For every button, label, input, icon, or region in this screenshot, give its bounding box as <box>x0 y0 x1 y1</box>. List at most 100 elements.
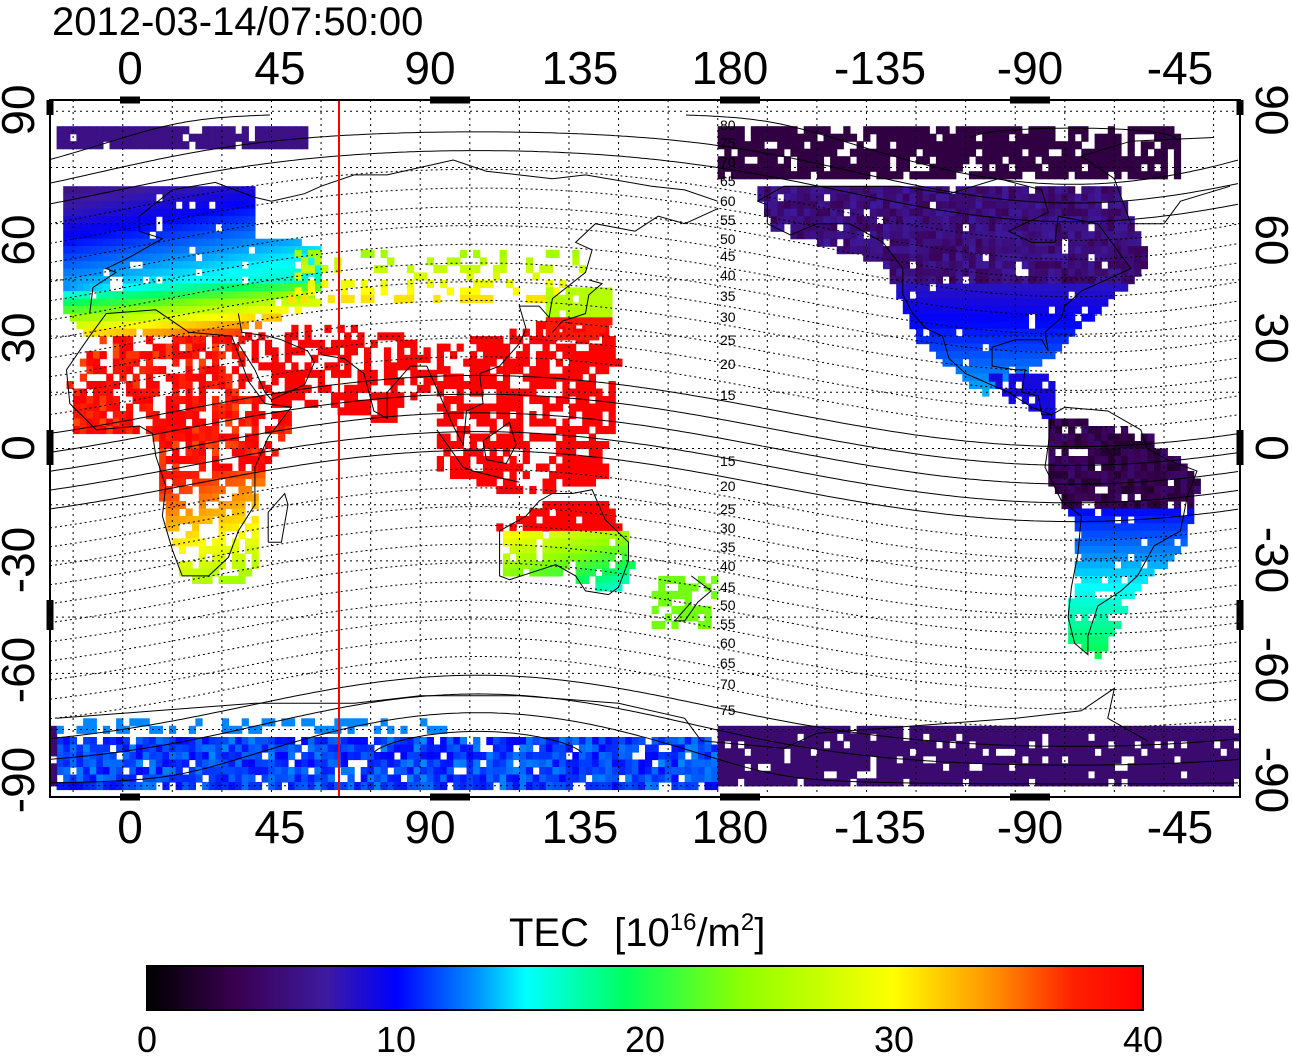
tec-data-cells <box>50 126 1240 791</box>
tec-cell <box>509 336 517 345</box>
tec-cell <box>876 193 884 202</box>
tec-cell <box>1193 733 1201 742</box>
tec-cell <box>188 291 196 300</box>
tec-cell <box>922 306 930 315</box>
tec-cell <box>109 759 117 768</box>
tec-cell <box>1068 426 1076 435</box>
tec-cell <box>89 208 97 217</box>
tec-cell <box>231 545 239 554</box>
tec-cell <box>1134 456 1142 465</box>
tec-cell <box>532 272 540 281</box>
tec-cell <box>387 759 395 768</box>
tec-cell <box>228 141 236 150</box>
tec-cell <box>1008 755 1016 764</box>
tec-cell <box>142 141 150 150</box>
tec-cell <box>916 261 924 270</box>
tec-cell <box>602 441 610 450</box>
tec-cell <box>185 486 193 495</box>
tec-cell <box>516 351 524 360</box>
tec-cell <box>1213 763 1221 772</box>
tec-cell <box>1101 231 1109 240</box>
tec-cell <box>578 752 587 761</box>
tec-cell <box>1094 171 1102 180</box>
tec-cell <box>1068 418 1076 427</box>
tec-cell <box>188 223 196 232</box>
tec-cell <box>1081 763 1089 772</box>
tec-cell <box>390 399 398 408</box>
tec-cell <box>1015 763 1023 772</box>
tec-cell <box>202 276 210 285</box>
tec-cell <box>284 384 292 393</box>
tec-cell <box>1081 538 1089 547</box>
tec-cell <box>995 778 1003 787</box>
tec-cell <box>955 321 963 330</box>
tec-cell <box>459 287 468 296</box>
tec-cell <box>1101 605 1109 614</box>
tec-cell <box>889 725 897 734</box>
tec-cell <box>1121 463 1129 472</box>
tec-cell <box>1101 171 1109 180</box>
tec-cell <box>949 148 957 157</box>
tec-cell <box>856 223 864 232</box>
tec-cell <box>159 456 167 465</box>
tec-cell <box>684 737 692 746</box>
tec-cell <box>942 208 950 217</box>
tec-cell <box>291 347 299 356</box>
tec-cell <box>489 351 497 360</box>
tec-cell <box>691 767 699 776</box>
tec-cell <box>889 253 897 262</box>
tec-cell <box>228 328 236 337</box>
tec-cell <box>671 759 679 768</box>
tec-cell <box>1061 740 1069 749</box>
tec-cell <box>555 358 563 367</box>
tec-cell <box>241 231 249 240</box>
tec-cell <box>129 268 137 277</box>
tec-cell <box>1140 261 1148 270</box>
tec-cell <box>254 744 263 753</box>
tec-cell <box>1074 276 1082 285</box>
tec-cell <box>215 759 223 768</box>
tec-cell <box>96 744 104 753</box>
tec-cell <box>883 770 891 779</box>
tec-cell <box>1127 740 1135 749</box>
tec-cell <box>955 276 963 285</box>
tec-cell <box>294 133 302 142</box>
tec-cell <box>479 294 487 303</box>
tec-cell <box>916 246 924 255</box>
tec-cell <box>215 253 223 262</box>
tec-cell <box>869 208 877 217</box>
tec-cell <box>63 193 71 202</box>
tec-cell <box>929 733 937 742</box>
tec-cell <box>1074 463 1082 472</box>
tec-cell <box>922 133 930 142</box>
tec-cell <box>172 358 180 367</box>
tec-cell <box>1101 553 1109 562</box>
tec-cell <box>1048 276 1056 285</box>
tec-cell <box>1173 156 1182 165</box>
tec-cell <box>165 426 173 435</box>
tec-cell <box>248 238 256 247</box>
tec-cell <box>1035 351 1043 360</box>
tec-cell <box>902 306 910 315</box>
tec-cell <box>499 774 507 783</box>
tec-cell <box>1173 471 1182 480</box>
tec-cell <box>1074 283 1082 292</box>
tec-cell <box>420 767 428 776</box>
tec-cell <box>724 748 732 757</box>
tec-cell <box>1101 193 1109 202</box>
tec-cell <box>816 216 825 225</box>
tec-cell <box>440 744 448 753</box>
tec-cell <box>185 530 193 539</box>
tec-cell <box>1068 246 1076 255</box>
tec-cell <box>883 755 891 764</box>
tec-cell <box>631 774 639 783</box>
tec-cell <box>83 216 91 225</box>
tec-cell <box>625 774 633 783</box>
tec-cell <box>1002 770 1010 779</box>
tec-cell <box>631 737 639 746</box>
tec-cell <box>562 545 570 554</box>
tec-cell <box>869 156 877 165</box>
tec-cell <box>63 238 71 247</box>
tec-cell <box>109 268 117 277</box>
tec-cell <box>324 362 332 371</box>
